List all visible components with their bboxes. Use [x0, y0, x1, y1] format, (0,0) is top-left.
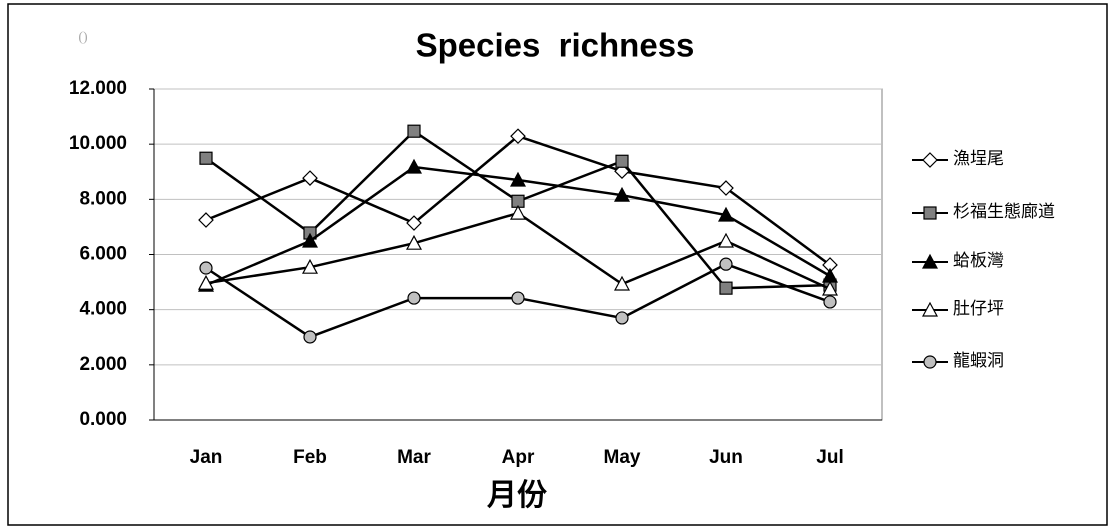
data-point [511, 291, 525, 305]
legend-label: 肚仔坪 [953, 299, 1004, 319]
x-tick-label: May [604, 447, 641, 468]
legend-marker [921, 253, 939, 269]
data-point [510, 128, 526, 145]
data-point [613, 186, 631, 202]
y-tick-label: 6.000 [79, 244, 127, 265]
legend-item: 杉福生態廊道 [953, 202, 1055, 222]
data-point [821, 280, 839, 296]
legend-marker [923, 206, 937, 220]
legend-marker [923, 355, 937, 369]
legend-item: 肚仔坪 [953, 299, 1004, 319]
data-point [199, 151, 213, 165]
data-point [718, 180, 734, 196]
data-point [615, 311, 629, 325]
data-point [407, 291, 421, 305]
y-tick-label: 12.000 [69, 78, 127, 99]
note: () [78, 30, 88, 45]
data-point [405, 158, 423, 174]
legend-label: 杉福生態廊道 [953, 202, 1055, 222]
data-point [198, 212, 214, 228]
data-point [407, 124, 421, 138]
data-point [301, 258, 319, 274]
data-point [719, 281, 733, 295]
data-point [197, 274, 215, 290]
data-point [613, 275, 631, 291]
x-tick-label: Mar [397, 447, 431, 468]
legend-marker [921, 301, 939, 317]
data-point [717, 232, 735, 248]
x-tick-label: Jun [709, 447, 743, 468]
x-tick-label: Apr [502, 447, 535, 468]
legend-item: 漁埕尾 [953, 149, 1004, 169]
data-point [823, 295, 837, 309]
data-point [509, 171, 527, 187]
y-tick-label: 4.000 [79, 299, 127, 320]
legend-label: 漁埕尾 [953, 149, 1004, 169]
data-point [406, 215, 422, 231]
data-point [509, 204, 527, 220]
legend-item: 龍蝦洞 [953, 351, 1004, 371]
data-point [405, 234, 423, 250]
data-point [199, 261, 213, 275]
legend-label: 龍蝦洞 [953, 351, 1004, 371]
y-tick-label: 10.000 [69, 133, 127, 154]
legend-marker [922, 152, 938, 168]
data-point [303, 330, 317, 344]
data-point [615, 154, 629, 168]
chart-title: Species richness [416, 27, 695, 64]
y-tick-label: 0.000 [79, 409, 127, 430]
legend-item: 蛤板灣 [953, 251, 1004, 271]
data-point [717, 206, 735, 222]
y-tick-label: 8.000 [79, 188, 127, 209]
x-axis-label: 月份 [487, 478, 547, 513]
x-tick-label: Jan [190, 447, 223, 468]
data-point [719, 257, 733, 271]
y-tick-label: 2.000 [79, 354, 127, 375]
x-tick-label: Feb [293, 447, 327, 468]
data-point [302, 170, 318, 186]
data-point [301, 232, 319, 248]
x-tick-label: Jul [816, 447, 843, 468]
legend-label: 蛤板灣 [953, 251, 1004, 271]
